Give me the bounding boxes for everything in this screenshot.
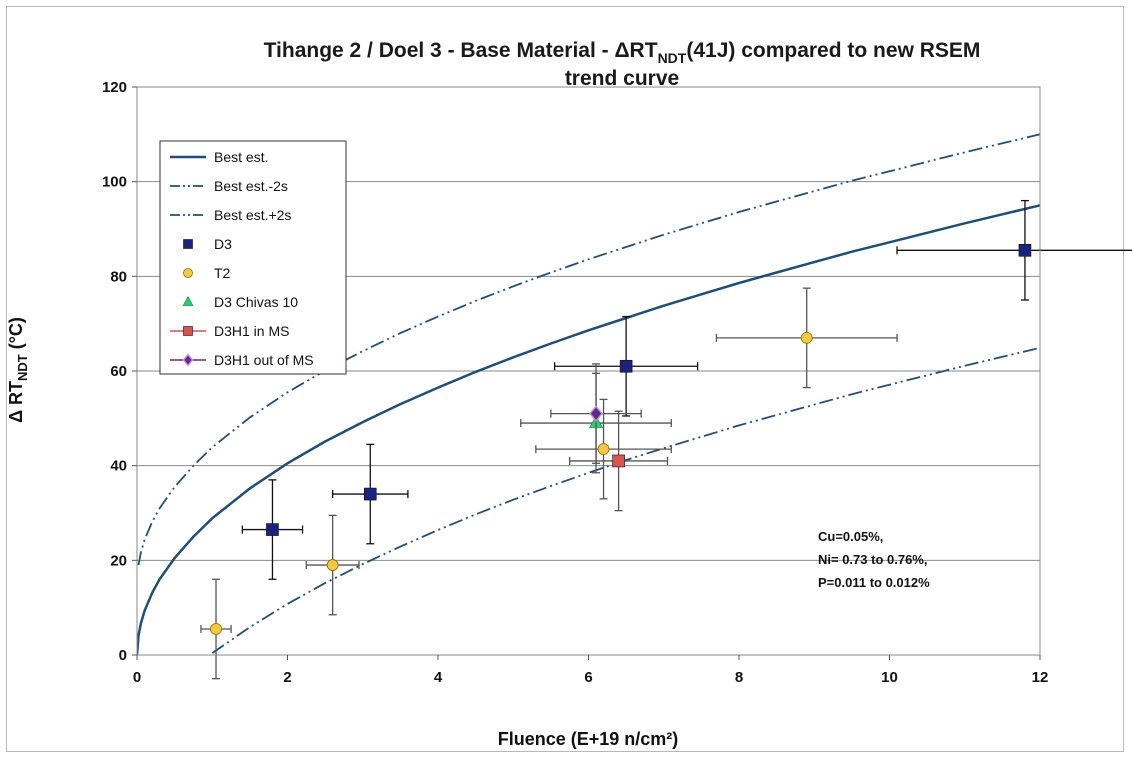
y-tick-label-40: 40 [110,458,127,475]
y-axis-title-prefix: Δ RT [6,381,26,423]
y-axis-title-sub: NDT [15,354,30,381]
marker-d3-2 [363,487,377,501]
legend-label-t2: T2 [214,265,231,281]
point-t2-1 [200,578,232,680]
marker-d3-3 [619,359,633,373]
point-d3-2 [331,443,409,545]
point-d3-3 [553,315,699,417]
legend-swatch-d3-chivas-10 [182,295,194,306]
chart-title-prefix: Tihange 2 / Doel 3 - Base Material - ΔRT [264,39,658,62]
x-axis-title: Fluence (E+19 n/cm²) [498,729,679,749]
chart-title: Tihange 2 / Doel 3 - Base Material - ΔRT… [264,39,981,66]
y-tick-label-20: 20 [110,552,127,569]
x-tick-label-10: 10 [881,669,898,686]
legend-item-t2: T2 [183,265,231,281]
marker-d3h1-out-of-ms-1 [589,405,603,422]
y-tick-label-60: 60 [110,363,127,380]
legend-label-best-est: Best est. [214,149,268,165]
y-axis-title: Δ RTNDT (°C) [6,317,30,423]
legend-label-d3-chivas-10: D3 Chivas 10 [214,294,298,310]
point-d3-4 [896,199,1132,301]
legend: Best est. Best est.-2s Best est.+2s D3 T2 D3 … [159,140,347,375]
point-d3h1-in-ms-1 [569,410,669,512]
curve-best-est [137,204,1040,655]
annotation-line-p: P=0.011 to 0.012% [818,575,930,590]
curve-best-est-2s [211,346,1040,654]
y-axis-ticks: 0 20 40 60 80 100 120 [102,79,137,664]
curves [137,133,1040,655]
point-t2-2 [305,514,360,616]
legend-label-d3h1-in-ms: D3H1 in MS [214,323,289,339]
legend-item-d3: D3 [183,236,232,252]
y-tick-label-0: 0 [119,647,127,664]
legend-item-best-est-2s: Best est.+2s [170,207,291,223]
y-axis-title-suffix: (°C) [6,317,26,354]
curve-best-est-2s [137,133,1040,566]
marker-t2-3 [597,443,610,456]
point-t2-4 [715,287,898,389]
marker-t2-1 [210,623,222,635]
chart-title-suffix: (41J) compared to new RSEM [686,39,980,62]
marker-d3-4 [1018,244,1032,257]
legend-item-best-est-2s: Best est.-2s [170,178,288,194]
legend-item-best-est: Best est. [170,149,268,165]
chart-title-line2: trend curve [565,67,679,90]
y-tick-label-100: 100 [102,174,127,191]
marker-d3-1 [266,523,279,536]
point-d3-1 [241,479,304,580]
legend-box [159,140,347,375]
annotation-line-cu: Cu=0.05%, [818,529,883,544]
legend-item-d3h1-in-ms: D3H1 in MS [170,323,289,339]
x-axis-ticks: 0 2 4 6 8 10 12 [133,655,1049,686]
legend-swatch-d3h1-out-of-ms [182,353,194,367]
legend-label-d3: D3 [214,236,232,252]
y-tick-label-80: 80 [110,268,127,285]
annotation-line-ni: Ni= 0.73 to 0.76%, [818,552,927,567]
x-tick-label-6: 6 [584,669,592,686]
legend-label-best-est-2s: Best est.+2s [214,207,291,223]
x-tick-label-0: 0 [133,669,141,686]
legend-swatch-d3 [183,239,193,249]
y-tick-label-120: 120 [102,79,127,96]
marker-t2-4 [800,331,813,344]
chart-title-sub: NDT [658,50,687,66]
marker-t2-2 [326,559,339,571]
x-tick-label-8: 8 [735,669,743,686]
x-tick-label-12: 12 [1032,669,1049,686]
x-tick-label-4: 4 [434,669,443,686]
legend-swatch-d3h1-in-ms [183,326,193,336]
point-d3h1-out-of-ms-1 [550,363,642,464]
legend-label-d3h1-out-of-ms: D3H1 out of MS [214,352,314,368]
legend-item-d3h1-out-of-ms: D3H1 out of MS [170,352,314,368]
chart-frame [6,6,1124,752]
marker-d3h1-in-ms-1 [612,454,625,468]
legend-swatch-t2 [183,268,193,278]
x-tick-label-2: 2 [283,669,291,686]
legend-item-d3-chivas-10: D3 Chivas 10 [182,294,298,310]
legend-label-best-est-2s: Best est.-2s [214,178,288,194]
points [200,199,1132,680]
annotation: Cu=0.05%, Ni= 0.73 to 0.76%, P=0.011 to … [818,529,930,590]
point-t2-3 [535,398,672,500]
